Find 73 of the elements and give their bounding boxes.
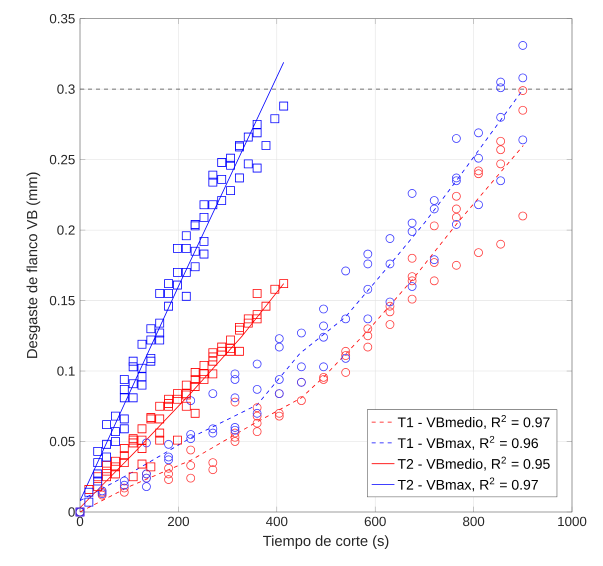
point [164,470,173,478]
point [408,294,416,304]
x-tick-label: 1000 [558,516,586,526]
point [386,302,394,311]
point [297,396,306,406]
y-axis-title: Desgaste de flanco VB (mm) [26,172,40,358]
point [164,475,173,484]
point [430,258,439,267]
point [452,213,461,222]
point [341,346,350,356]
legend-label: T1 - VBmax, R$^{2}$ = 0.96 [398,436,538,450]
legend-label: T1 - VBmedio, R$^{2}$ = 0.97 [398,415,550,429]
y-tick-label: 0.05 [50,436,75,446]
point [386,320,394,329]
x-tick-label: 400 [266,516,288,526]
point [452,204,461,214]
y-tick-label: 0.1 [57,366,75,376]
point [474,166,483,176]
point [408,272,416,281]
point [408,276,416,286]
point [120,488,129,497]
point [518,86,528,95]
point [252,403,262,412]
legend-label: T2 - VBmax, R$^{2}$ = 0.97 [398,477,538,492]
point [274,408,284,418]
point [208,458,218,468]
y-tick-label: 0.15 [50,296,75,306]
point [186,461,196,470]
point [496,240,506,249]
y-tick-label: 0 [68,507,75,517]
point [496,136,506,146]
y-tick-label: 0.25 [50,154,75,164]
point [363,324,372,334]
point [518,212,528,220]
legend-label: T2 - VBmedio, R$^{2}$ = 0.95 [398,456,550,471]
point [408,254,416,263]
point [496,159,506,168]
point [430,221,439,230]
point [474,248,483,258]
x-tick-label: 600 [364,516,386,526]
point [230,432,240,442]
point [363,342,372,352]
point [230,398,240,406]
y-tick-label: 0.35 [50,14,75,24]
point [474,169,483,178]
point [452,192,461,201]
point [274,412,284,421]
point [230,428,240,438]
point [252,418,262,428]
point [230,437,240,446]
point [341,351,350,360]
point [252,412,262,421]
point [252,427,262,436]
x-axis-title: Tiempo de corte (s) [263,535,388,549]
point [363,331,372,340]
x-tick-label: 0 [76,516,84,526]
x-tick-label: 200 [168,516,190,526]
point [319,372,328,382]
point [430,276,439,286]
point [386,307,394,316]
point [186,446,196,454]
x-tick-label: 800 [463,516,484,526]
y-tick-label: 0.3 [57,84,75,94]
point [341,368,350,377]
point [186,474,196,483]
point [208,465,218,474]
point [120,484,129,492]
y-tick-label: 0.2 [57,225,75,235]
point [164,464,173,473]
point [319,375,328,384]
point [496,145,506,154]
point [452,260,461,270]
point [518,106,528,115]
